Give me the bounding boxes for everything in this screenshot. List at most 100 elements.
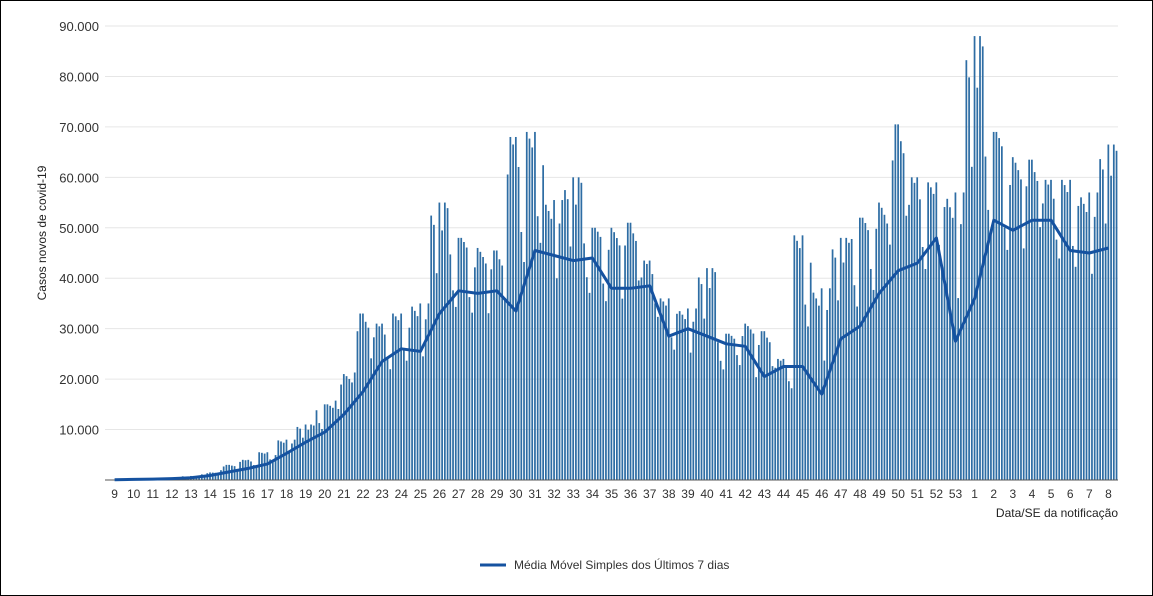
daily-bar: [424, 319, 427, 480]
daily-bar: [389, 369, 392, 480]
x-tick-label: 43: [758, 487, 772, 501]
daily-bar: [987, 209, 990, 481]
daily-bar: [438, 202, 441, 481]
daily-bar: [725, 333, 727, 480]
daily-bar: [883, 214, 886, 480]
daily-bar: [643, 260, 646, 480]
daily-bar: [607, 249, 610, 480]
daily-bar: [848, 242, 850, 480]
daily-bar: [889, 244, 891, 480]
daily-bar: [509, 136, 512, 480]
x-tick-label: 26: [433, 487, 447, 501]
daily-bar: [801, 235, 804, 480]
daily-bar: [233, 466, 236, 480]
daily-bar: [929, 187, 932, 480]
daily-bar: [897, 124, 899, 480]
daily-bar: [798, 248, 801, 480]
daily-bar: [654, 303, 656, 480]
daily-bar: [962, 192, 965, 480]
x-tick-label: 20: [318, 487, 332, 501]
daily-bar: [621, 298, 624, 480]
x-tick-label: 36: [624, 487, 638, 501]
daily-bar: [763, 331, 766, 480]
daily-bar: [1088, 192, 1091, 480]
daily-bar: [968, 77, 970, 480]
x-tick-label: 44: [777, 487, 791, 501]
daily-bar: [779, 360, 782, 480]
daily-bar: [588, 292, 591, 480]
daily-bar: [676, 313, 678, 480]
daily-bar: [613, 232, 615, 480]
daily-bar: [493, 250, 495, 480]
daily-bar: [504, 298, 506, 480]
daily-bar: [878, 202, 880, 481]
daily-bar: [1014, 162, 1017, 481]
daily-bar: [850, 239, 853, 480]
daily-bar: [826, 309, 828, 480]
daily-bar: [899, 141, 902, 480]
x-tick-label: 6: [1067, 487, 1074, 501]
daily-bar: [545, 204, 547, 480]
daily-bar: [1028, 159, 1031, 480]
x-tick-label: 29: [490, 487, 504, 501]
x-tick-label: 35: [605, 487, 619, 501]
daily-bar: [935, 182, 938, 480]
x-tick-label: 37: [643, 487, 657, 501]
daily-bar: [433, 224, 435, 480]
daily-bar: [828, 288, 831, 480]
daily-bar: [367, 327, 370, 480]
daily-bar: [1099, 159, 1102, 480]
daily-bar: [629, 222, 632, 480]
daily-bar: [252, 465, 255, 480]
daily-bar: [517, 166, 520, 480]
x-tick-label: 12: [165, 487, 179, 501]
x-tick-label: 52: [930, 487, 944, 501]
daily-bar: [869, 268, 872, 480]
daily-bar: [624, 245, 626, 480]
x-tick-label: 38: [662, 487, 676, 501]
daily-bar: [334, 400, 337, 480]
x-tick-label: 1: [971, 487, 978, 501]
x-tick-label: 21: [337, 487, 351, 501]
daily-bar: [342, 374, 345, 480]
daily-bar: [910, 177, 913, 481]
daily-bar: [443, 202, 446, 481]
y-tick-label: 60.000: [59, 170, 99, 185]
x-tick-label: 46: [815, 487, 829, 501]
daily-bar: [774, 367, 777, 480]
daily-bar: [646, 263, 648, 480]
daily-bar: [757, 344, 760, 480]
daily-bar: [394, 316, 397, 480]
daily-bar: [711, 268, 714, 480]
daily-bar: [867, 230, 869, 480]
daily-bar: [520, 232, 523, 480]
x-tick-label: 22: [356, 487, 370, 501]
daily-bar: [386, 358, 389, 480]
daily-bar: [1069, 179, 1071, 480]
y-axis-label: Casos novos de covid-19: [35, 165, 49, 300]
daily-bar: [375, 323, 378, 480]
daily-bar: [577, 177, 580, 481]
daily-bar: [427, 303, 430, 480]
daily-bar: [905, 215, 908, 481]
daily-bar: [250, 461, 252, 480]
daily-bar: [291, 443, 293, 480]
daily-bar: [686, 308, 689, 480]
daily-bar: [864, 223, 867, 481]
daily-bar: [392, 313, 394, 480]
daily-bar: [539, 242, 542, 480]
x-tick-label: 28: [471, 487, 485, 501]
daily-bar: [323, 404, 326, 480]
daily-bar: [525, 131, 528, 480]
x-tick-label: 14: [203, 487, 217, 501]
daily-bar: [673, 349, 676, 480]
daily-bar: [856, 306, 859, 480]
x-tick-label: 9: [111, 487, 118, 501]
x-tick-label: 27: [452, 487, 466, 501]
daily-bar: [266, 452, 269, 480]
daily-bar: [596, 231, 599, 480]
daily-bar: [296, 426, 299, 480]
daily-bar: [960, 224, 962, 480]
daily-bar: [943, 207, 946, 480]
daily-bar: [768, 342, 771, 480]
